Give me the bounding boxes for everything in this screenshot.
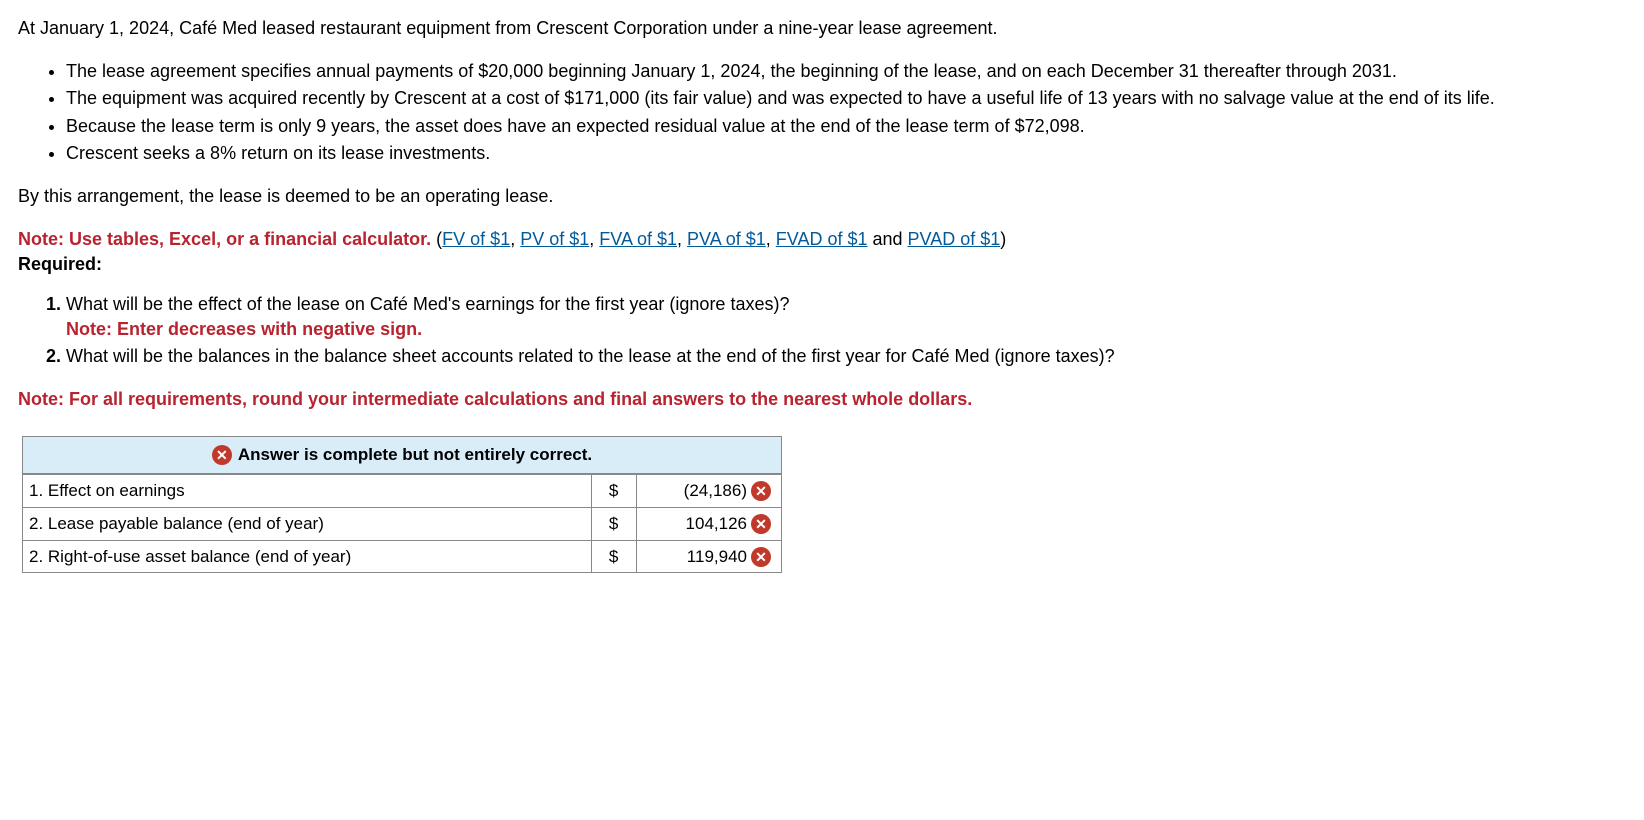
error-icon: ✕ xyxy=(212,445,232,465)
note-line: Note: Use tables, Excel, or a financial … xyxy=(18,227,1626,252)
answer-label: 1. Effect on earnings xyxy=(23,475,592,508)
answer-value-cell[interactable]: 104,126 ✕ xyxy=(636,507,781,540)
incorrect-icon: ✕ xyxy=(751,547,771,567)
question-1-note: Note: Enter decreases with negative sign… xyxy=(66,319,422,339)
answer-value-cell[interactable]: (24,186) ✕ xyxy=(636,475,781,508)
question-2-text: What will be the balances in the balance… xyxy=(66,346,1115,366)
answer-label: 2. Lease payable balance (end of year) xyxy=(23,507,592,540)
bullet-item: Because the lease term is only 9 years, … xyxy=(66,114,1626,139)
question-1: What will be the effect of the lease on … xyxy=(66,292,1626,342)
questions-list: What will be the effect of the lease on … xyxy=(18,292,1626,370)
link-pv[interactable]: PV of $1 xyxy=(520,229,589,249)
question-1-text: What will be the effect of the lease on … xyxy=(66,294,789,314)
note-prefix: Note: Use tables, Excel, or a financial … xyxy=(18,229,436,249)
currency-symbol: $ xyxy=(591,507,636,540)
problem-intro: At January 1, 2024, Café Med leased rest… xyxy=(18,16,1626,41)
paren-close: ) xyxy=(1000,229,1006,249)
link-fv[interactable]: FV of $1 xyxy=(442,229,510,249)
link-fvad[interactable]: FVAD of $1 xyxy=(776,229,868,249)
answer-table: 1. Effect on earnings $ (24,186) ✕ 2. Le… xyxy=(22,474,782,573)
bullet-item: Crescent seeks a 8% return on its lease … xyxy=(66,141,1626,166)
answer-value: (24,186) xyxy=(684,479,747,503)
feedback-text: Answer is complete but not entirely corr… xyxy=(238,443,592,467)
bullet-item: The equipment was acquired recently by C… xyxy=(66,86,1626,111)
problem-bullets: The lease agreement specifies annual pay… xyxy=(18,59,1626,166)
currency-symbol: $ xyxy=(591,540,636,573)
answer-value: 104,126 xyxy=(686,512,747,536)
currency-symbol: $ xyxy=(591,475,636,508)
table-row: 1. Effect on earnings $ (24,186) ✕ xyxy=(23,475,782,508)
link-pvad[interactable]: PVAD of $1 xyxy=(908,229,1001,249)
bullet-item: The lease agreement specifies annual pay… xyxy=(66,59,1626,84)
answer-label: 2. Right-of-use asset balance (end of ye… xyxy=(23,540,592,573)
required-label: Required: xyxy=(18,252,1626,277)
link-fva[interactable]: FVA of $1 xyxy=(599,229,677,249)
feedback-banner: ✕ Answer is complete but not entirely co… xyxy=(22,436,782,474)
table-row: 2. Right-of-use asset balance (end of ye… xyxy=(23,540,782,573)
table-row: 2. Lease payable balance (end of year) $… xyxy=(23,507,782,540)
lease-classification: By this arrangement, the lease is deemed… xyxy=(18,184,1626,209)
incorrect-icon: ✕ xyxy=(751,514,771,534)
rounding-note: Note: For all requirements, round your i… xyxy=(18,387,1626,412)
link-pva[interactable]: PVA of $1 xyxy=(687,229,766,249)
incorrect-icon: ✕ xyxy=(751,481,771,501)
question-2: What will be the balances in the balance… xyxy=(66,344,1626,369)
answer-value-cell[interactable]: 119,940 ✕ xyxy=(636,540,781,573)
answer-value: 119,940 xyxy=(687,545,747,569)
